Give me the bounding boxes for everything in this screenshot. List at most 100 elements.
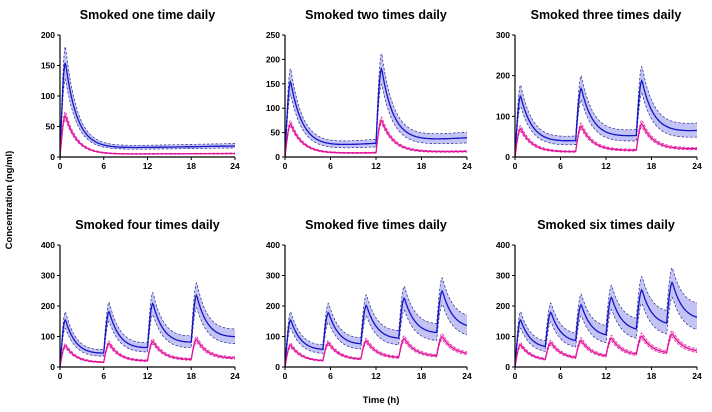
chart-panel-4: Smoked four times daily 0 100 200 300 400 0 6 12… [41, 218, 240, 381]
y-tick-label: 0 [50, 362, 55, 372]
x-tick-label: 6 [558, 371, 563, 381]
x-tick-label: 6 [328, 371, 333, 381]
y-tick-label: 100 [41, 332, 55, 342]
x-tick-label: 24 [692, 161, 702, 171]
magenta-median-line [285, 335, 467, 367]
x-tick-label: 12 [601, 161, 611, 171]
x-tick-label: 18 [187, 371, 197, 381]
panel-title: Smoked five times daily [305, 218, 447, 232]
panel-title: Smoked four times daily [75, 218, 220, 232]
x-tick-label: 12 [371, 371, 381, 381]
y-axis-label: Concentration (ng/ml) [4, 151, 15, 250]
magenta-upper-bound [515, 119, 697, 157]
blue-lower-bound [515, 296, 697, 367]
y-tick-label: 0 [505, 152, 510, 162]
chart-panel-6: Smoked six times daily 0 100 200 300 400 0 6 12 1… [496, 218, 702, 381]
x-tick-label: 6 [101, 161, 106, 171]
panel-title: Smoked two times daily [305, 8, 447, 22]
blue-lower-bound [515, 92, 697, 157]
x-tick-label: 6 [558, 161, 563, 171]
blue-interval-band [285, 277, 467, 367]
y-tick-label: 0 [505, 362, 510, 372]
chart-panel-5: Smoked five times daily 0 100 200 300 400 0 6 12… [266, 218, 472, 381]
x-tick-label: 18 [647, 161, 657, 171]
magenta-lower-bound [285, 339, 467, 367]
magenta-upper-bound [60, 335, 235, 367]
x-tick-label: 6 [101, 371, 106, 381]
y-tick-label: 100 [496, 332, 510, 342]
plot-area [515, 267, 697, 367]
x-tick-label: 24 [230, 371, 240, 381]
chart-panel-1: Smoked one time daily 0 50 100 150 200 0 6 12 18 2… [41, 8, 240, 171]
magenta-lower-bound [515, 126, 697, 157]
y-tick-label: 200 [41, 301, 55, 311]
x-tick-label: 0 [513, 371, 518, 381]
y-tick-label: 400 [41, 240, 55, 250]
blue-lower-bound [60, 78, 235, 157]
blue-median-line [60, 293, 235, 367]
plot-area [285, 276, 467, 367]
y-tick-label: 250 [266, 30, 280, 40]
x-tick-label: 18 [647, 371, 657, 381]
magenta-median-line [60, 338, 235, 367]
blue-interval-band [515, 66, 697, 157]
x-tick-label: 12 [601, 371, 611, 381]
x-tick-label: 18 [417, 161, 427, 171]
y-tick-label: 200 [496, 301, 510, 311]
y-tick-label: 400 [496, 240, 510, 250]
y-tick-label: 100 [266, 332, 280, 342]
chart-panel-2: Smoked two times daily 0 50 100 150 200 250 0 6 1… [266, 8, 472, 171]
y-tick-label: 400 [266, 240, 280, 250]
blue-upper-bound [515, 65, 697, 157]
blue-upper-bound [60, 46, 235, 157]
panel-title: Smoked six times daily [537, 218, 675, 232]
y-tick-label: 0 [275, 362, 280, 372]
y-tick-label: 150 [266, 79, 280, 89]
y-tick-label: 200 [496, 71, 510, 81]
blue-upper-bound [285, 52, 467, 157]
magenta-lower-bound [285, 123, 467, 157]
y-tick-label: 50 [271, 128, 281, 138]
x-tick-label: 0 [58, 161, 63, 171]
x-tick-label: 6 [328, 161, 333, 171]
blue-interval-band [515, 267, 697, 367]
magenta-median-line [515, 333, 697, 367]
magenta-lower-bound [60, 341, 235, 367]
y-tick-label: 200 [266, 301, 280, 311]
x-tick-label: 24 [462, 161, 472, 171]
blue-median-line [285, 66, 467, 157]
y-tick-label: 0 [275, 152, 280, 162]
blue-median-line [515, 79, 697, 157]
y-tick-label: 100 [41, 91, 55, 101]
magenta-lower-bound [515, 336, 697, 367]
y-tick-label: 300 [496, 271, 510, 281]
x-tick-label: 12 [371, 161, 381, 171]
y-tick-label: 100 [496, 111, 510, 121]
blue-upper-bound [285, 276, 467, 367]
blue-interval-band [60, 46, 235, 157]
blue-lower-bound [285, 83, 467, 157]
y-tick-label: 0 [50, 152, 55, 162]
blue-median-line [285, 289, 467, 367]
plot-area [285, 52, 467, 157]
panel-title: Smoked three times daily [531, 8, 682, 22]
blue-median-line [60, 62, 235, 157]
blue-lower-bound [285, 303, 467, 367]
magenta-lower-bound [60, 118, 235, 157]
magenta-median-line [60, 114, 235, 157]
y-tick-label: 200 [266, 54, 280, 64]
y-tick-label: 150 [41, 61, 55, 71]
y-tick-label: 100 [266, 103, 280, 113]
plot-area [515, 65, 697, 157]
y-tick-label: 300 [496, 30, 510, 40]
x-tick-label: 0 [283, 371, 288, 381]
x-tick-label: 24 [692, 371, 702, 381]
x-tick-label: 18 [187, 161, 197, 171]
magenta-median-line [285, 119, 467, 157]
y-tick-label: 300 [41, 271, 55, 281]
x-tick-label: 0 [513, 161, 518, 171]
y-tick-label: 50 [46, 122, 56, 132]
y-tick-label: 200 [41, 30, 55, 40]
plot-area [60, 282, 235, 367]
magenta-median-line [515, 122, 697, 157]
